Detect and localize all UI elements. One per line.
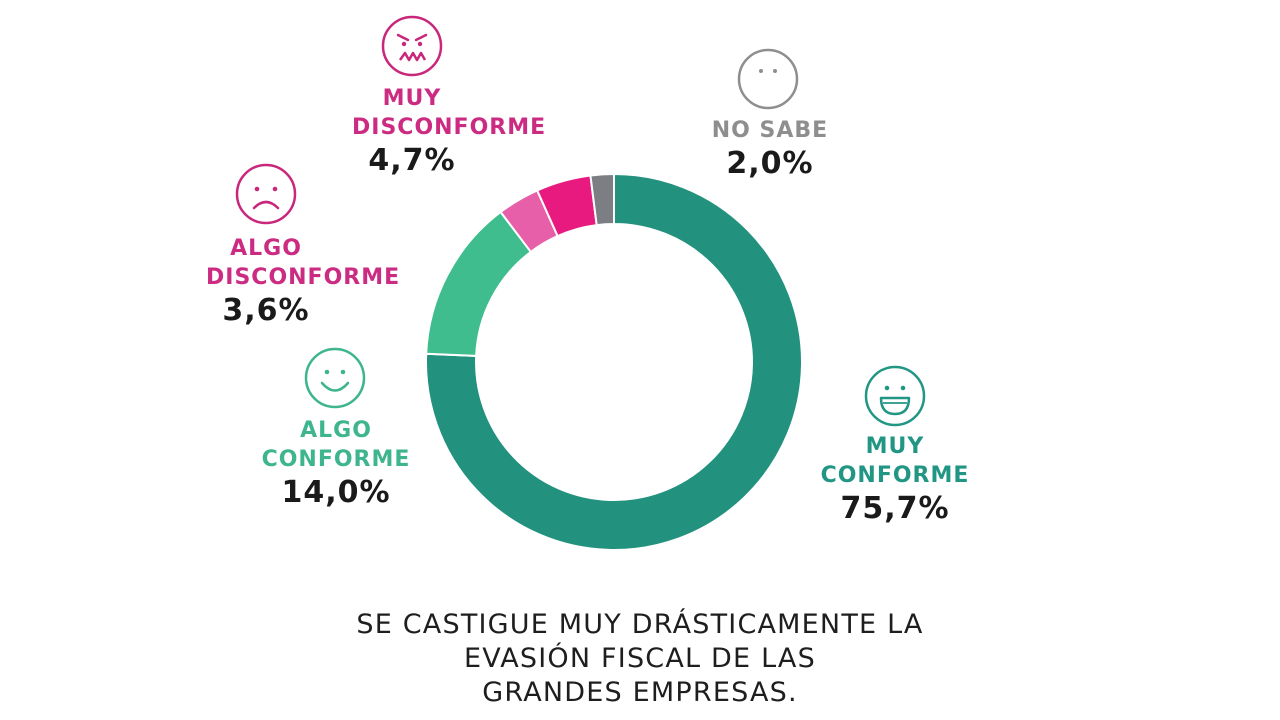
chart-caption: SE CASTIGUE MUY DRÁSTICAMENTE LA EVASIÓN… (240, 608, 1040, 710)
label-algo-disconforme: ALGO DISCONFORME 3,6% (148, 234, 401, 330)
frown-face-icon (234, 162, 298, 226)
category-label: ALGO CONFORME (261, 418, 411, 472)
value-label: 75,7% (840, 491, 950, 526)
value-label: 3,6% (222, 293, 310, 328)
angry-face-icon (380, 14, 444, 78)
smile-face-icon (303, 346, 367, 410)
label-muy-conforme: MUY CONFORME 75,7% (800, 432, 990, 528)
caption-line: SE CASTIGUE MUY DRÁSTICAMENTE LA (356, 609, 924, 640)
caption-line: EVASIÓN FISCAL DE LAS (464, 643, 816, 674)
neutral-face-icon (736, 47, 800, 111)
big-smile-face-icon (863, 364, 927, 428)
category-label: MUY DISCONFORME (352, 86, 547, 140)
label-no-sabe: NO SABE 2,0% (672, 116, 868, 183)
donut-chart (425, 172, 803, 551)
label-muy-disconforme: MUY DISCONFORME 4,7% (296, 84, 547, 180)
donut-slice-no-sabe (589, 172, 615, 227)
label-algo-conforme: ALGO CONFORME 14,0% (238, 416, 434, 512)
category-label: MUY CONFORME (820, 434, 970, 488)
value-label: 4,7% (368, 143, 456, 178)
value-label: 14,0% (281, 475, 391, 510)
caption-line: GRANDES EMPRESAS. (482, 677, 798, 708)
value-label: 2,0% (726, 146, 814, 181)
category-label: NO SABE (711, 118, 829, 143)
category-label: ALGO DISCONFORME (206, 236, 401, 290)
donut-slice-algo-conforme (425, 210, 533, 357)
donut-slice-muy-conforme (425, 172, 803, 551)
